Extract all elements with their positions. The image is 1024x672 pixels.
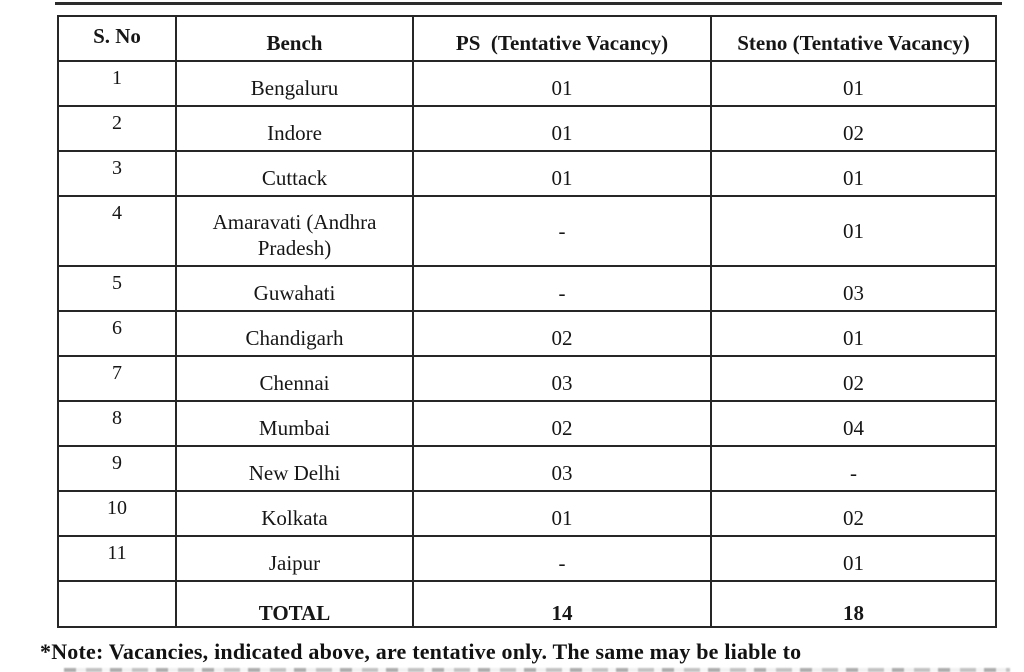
table-row: 3 Cuttack 01 01 — [57, 150, 997, 197]
ps-cell: 01 — [412, 150, 712, 197]
column-header-bench: Bench — [175, 15, 414, 62]
bench-cell: Cuttack — [175, 150, 414, 197]
sno-cell: 1 — [57, 60, 177, 107]
sno-cell: 4 — [57, 195, 177, 267]
table-row: 7 Chennai 03 02 — [57, 355, 997, 402]
column-header-steno: Steno (Tentative Vacancy) — [710, 15, 997, 62]
steno-cell: 02 — [710, 355, 997, 402]
bench-cell: Guwahati — [175, 265, 414, 312]
ps-cell: 01 — [412, 60, 712, 107]
bench-cell: Mumbai — [175, 400, 414, 447]
steno-cell: 02 — [710, 105, 997, 152]
total-label-cell: TOTAL — [175, 580, 414, 628]
sno-cell: 8 — [57, 400, 177, 447]
ps-cell: - — [412, 265, 712, 312]
table-row: 1 Bengaluru 01 01 — [57, 60, 997, 107]
table-row: 10 Kolkata 01 02 — [57, 490, 997, 537]
top-rule-line — [55, 2, 1002, 5]
bench-cell: Amaravati (Andhra Pradesh) — [175, 195, 414, 267]
sno-cell: 2 — [57, 105, 177, 152]
table-row: 9 New Delhi 03- — [57, 445, 997, 492]
table-row: 6 Chandigarh 02 01 — [57, 310, 997, 357]
bench-cell: Bengaluru — [175, 60, 414, 107]
table-row: 4 Amaravati (Andhra Pradesh) -01 — [57, 195, 997, 267]
ps-cell: - — [412, 535, 712, 582]
bench-cell: New Delhi — [175, 445, 414, 492]
table-row: 5 Guwahati -03 — [57, 265, 997, 312]
sno-cell: 10 — [57, 490, 177, 537]
ps-cell: 03 — [412, 445, 712, 492]
steno-cell: - — [710, 445, 997, 492]
total-steno-cell: 18 — [710, 580, 997, 628]
column-header-ps: PS (Tentative Vacancy) — [412, 15, 712, 62]
sno-cell: 7 — [57, 355, 177, 402]
steno-cell: 03 — [710, 265, 997, 312]
bench-cell: Indore — [175, 105, 414, 152]
steno-cell: 01 — [710, 310, 997, 357]
ps-cell: 02 — [412, 400, 712, 447]
cutoff-text-remnant — [64, 668, 1010, 672]
ps-cell: 02 — [412, 310, 712, 357]
steno-cell: 01 — [710, 150, 997, 197]
bench-cell: Jaipur — [175, 535, 414, 582]
ps-cell: 03 — [412, 355, 712, 402]
column-header-sno: S. No — [57, 15, 177, 62]
bench-cell: Chennai — [175, 355, 414, 402]
table-row: 2 Indore 01 02 — [57, 105, 997, 152]
steno-cell: 02 — [710, 490, 997, 537]
table-header-row: S. No Bench PS (Tentative Vacancy) Steno… — [57, 15, 997, 62]
table-row: 11 Jaipur -01 — [57, 535, 997, 582]
footnote: *Note: Vacancies, indicated above, are t… — [40, 639, 802, 664]
sno-cell: 6 — [57, 310, 177, 357]
steno-cell: 04 — [710, 400, 997, 447]
sno-cell: 9 — [57, 445, 177, 492]
sno-cell: 11 — [57, 535, 177, 582]
steno-cell: 01 — [710, 195, 997, 267]
sno-cell: 5 — [57, 265, 177, 312]
sno-cell: 3 — [57, 150, 177, 197]
vacancy-table: S. No Bench PS (Tentative Vacancy) Steno… — [57, 15, 997, 628]
bench-cell: Kolkata — [175, 490, 414, 537]
ps-cell: 01 — [412, 105, 712, 152]
total-row: TOTAL 14 18 — [57, 580, 997, 628]
ps-cell: 01 — [412, 490, 712, 537]
total-sno-cell — [57, 580, 177, 628]
steno-cell: 01 — [710, 535, 997, 582]
steno-cell: 01 — [710, 60, 997, 107]
total-ps-cell: 14 — [412, 580, 712, 628]
ps-cell: - — [412, 195, 712, 267]
bench-cell: Chandigarh — [175, 310, 414, 357]
table-row: 8 Mumbai 02 04 — [57, 400, 997, 447]
